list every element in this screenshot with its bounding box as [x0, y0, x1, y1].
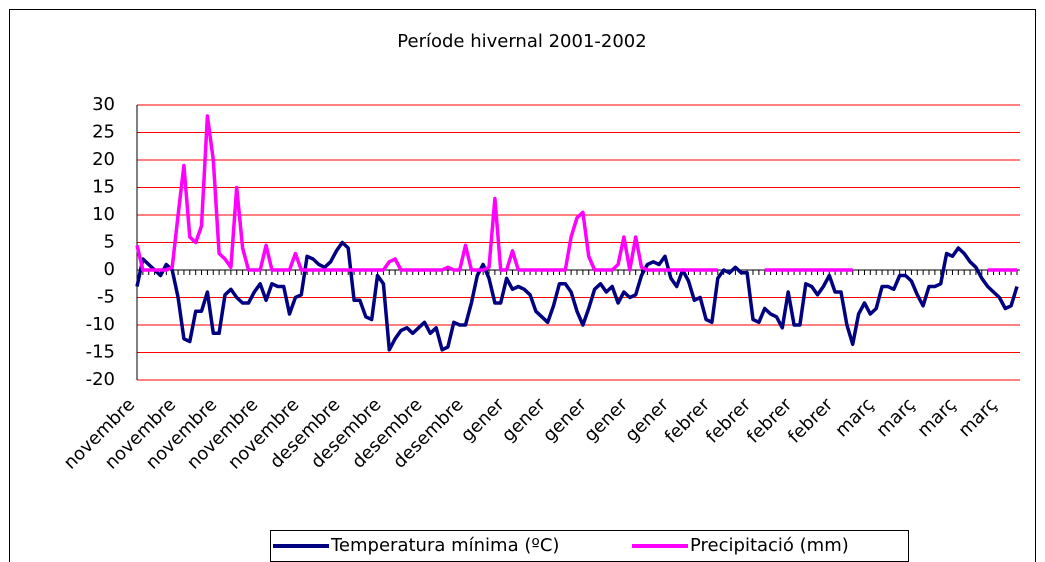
series-line [135, 240, 1019, 352]
y-tick-label: 15 [92, 177, 115, 198]
y-tick-label: 5 [104, 232, 115, 253]
y-tick-label: 30 [92, 94, 115, 115]
series-line [135, 114, 1017, 272]
y-tick-label: -10 [86, 314, 115, 335]
y-tick-label: -5 [97, 287, 115, 308]
y-tick-label: 10 [92, 204, 115, 225]
legend-label: Temperatura mínima (ºC) [330, 535, 559, 556]
y-tick-label: -15 [86, 342, 115, 363]
chart-title: Període hivernal 2001-2002 [397, 31, 646, 52]
legend-label: Precipitació (mm) [690, 535, 849, 556]
y-tick-label: 20 [92, 149, 115, 170]
chart-frame [9, 9, 1036, 562]
y-tick-label: 25 [92, 122, 115, 143]
legend [270, 530, 909, 562]
y-tick-label: -20 [86, 369, 115, 390]
y-tick-label: 0 [104, 259, 115, 280]
